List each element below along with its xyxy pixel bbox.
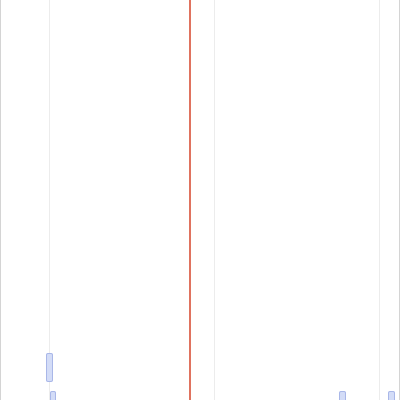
timeline-event-block[interactable] — [388, 391, 395, 400]
current-time-marker[interactable] — [189, 0, 191, 400]
timeline-event-block[interactable] — [46, 353, 53, 382]
timeline-gridline — [49, 0, 50, 400]
timeline-gridline — [214, 0, 215, 400]
timeline-event-block[interactable] — [50, 391, 56, 400]
timeline-gridline — [379, 0, 380, 400]
timeline-event-block[interactable] — [339, 391, 346, 400]
